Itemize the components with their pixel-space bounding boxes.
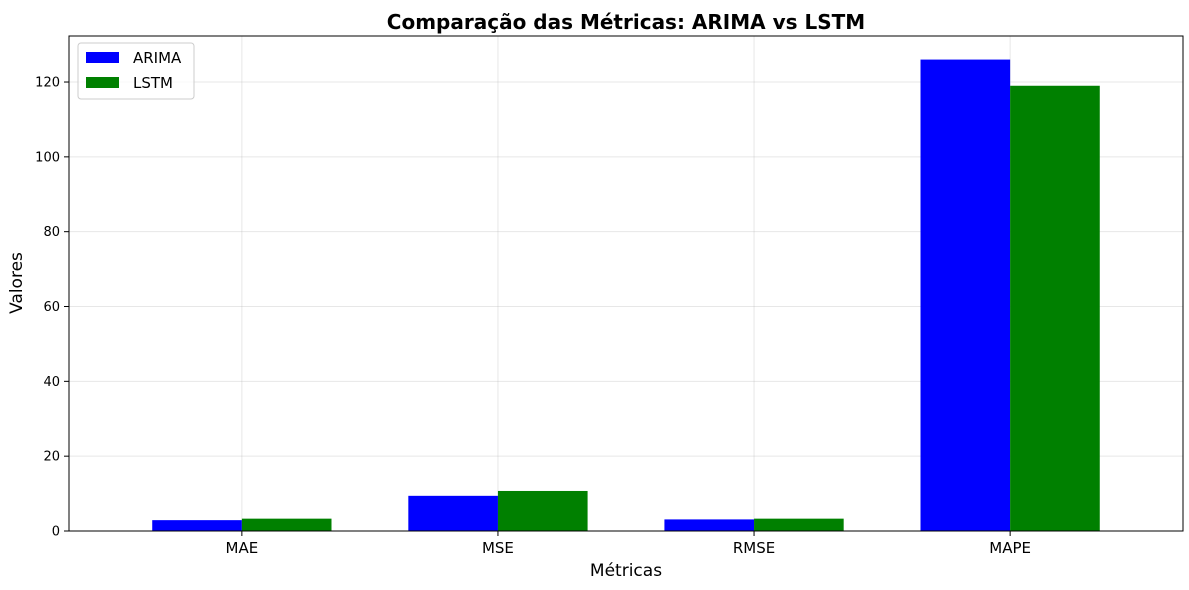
- bar-arima-rmse: [664, 519, 755, 531]
- x-axis-label: Métricas: [590, 561, 662, 581]
- x-axis: MAE MSE RMSE MAPE: [226, 531, 1031, 557]
- legend-swatch-arima: [86, 52, 119, 63]
- legend-label-lstm: LSTM: [133, 74, 173, 92]
- plot-frame: [68, 35, 1184, 532]
- bar-arima-mse: [408, 495, 498, 531]
- y-tick-label: 40: [43, 375, 60, 390]
- bar-lstm-mape: [1010, 85, 1100, 531]
- y-tick-label: 60: [43, 300, 60, 315]
- y-tick-label: 100: [35, 150, 60, 165]
- bar-lstm-mse: [497, 490, 588, 531]
- bars: [152, 59, 1100, 531]
- legend-label-arima: ARIMA: [133, 49, 182, 67]
- y-tick-label: 80: [43, 225, 60, 240]
- bar-arima-mape: [920, 59, 1011, 531]
- x-tick-label: RMSE: [733, 539, 775, 557]
- chart-title: Comparação das Métricas: ARIMA vs LSTM: [387, 10, 865, 34]
- y-axis-label: Valores: [7, 252, 27, 314]
- legend: ARIMA LSTM: [77, 42, 195, 100]
- x-tick-label: MAE: [226, 539, 259, 557]
- y-axis: 0 20 40 60 80 100 120: [35, 76, 69, 540]
- y-tick-label: 0: [52, 525, 60, 540]
- x-tick-label: MSE: [482, 539, 514, 557]
- bar-arima-mae: [152, 520, 242, 531]
- y-tick-label: 20: [43, 450, 60, 465]
- bar-lstm-rmse: [754, 518, 844, 531]
- bar-lstm-mae: [241, 518, 332, 531]
- y-tick-label: 120: [35, 76, 60, 91]
- x-tick-label: MAPE: [989, 539, 1031, 557]
- legend-swatch-lstm: [86, 77, 119, 88]
